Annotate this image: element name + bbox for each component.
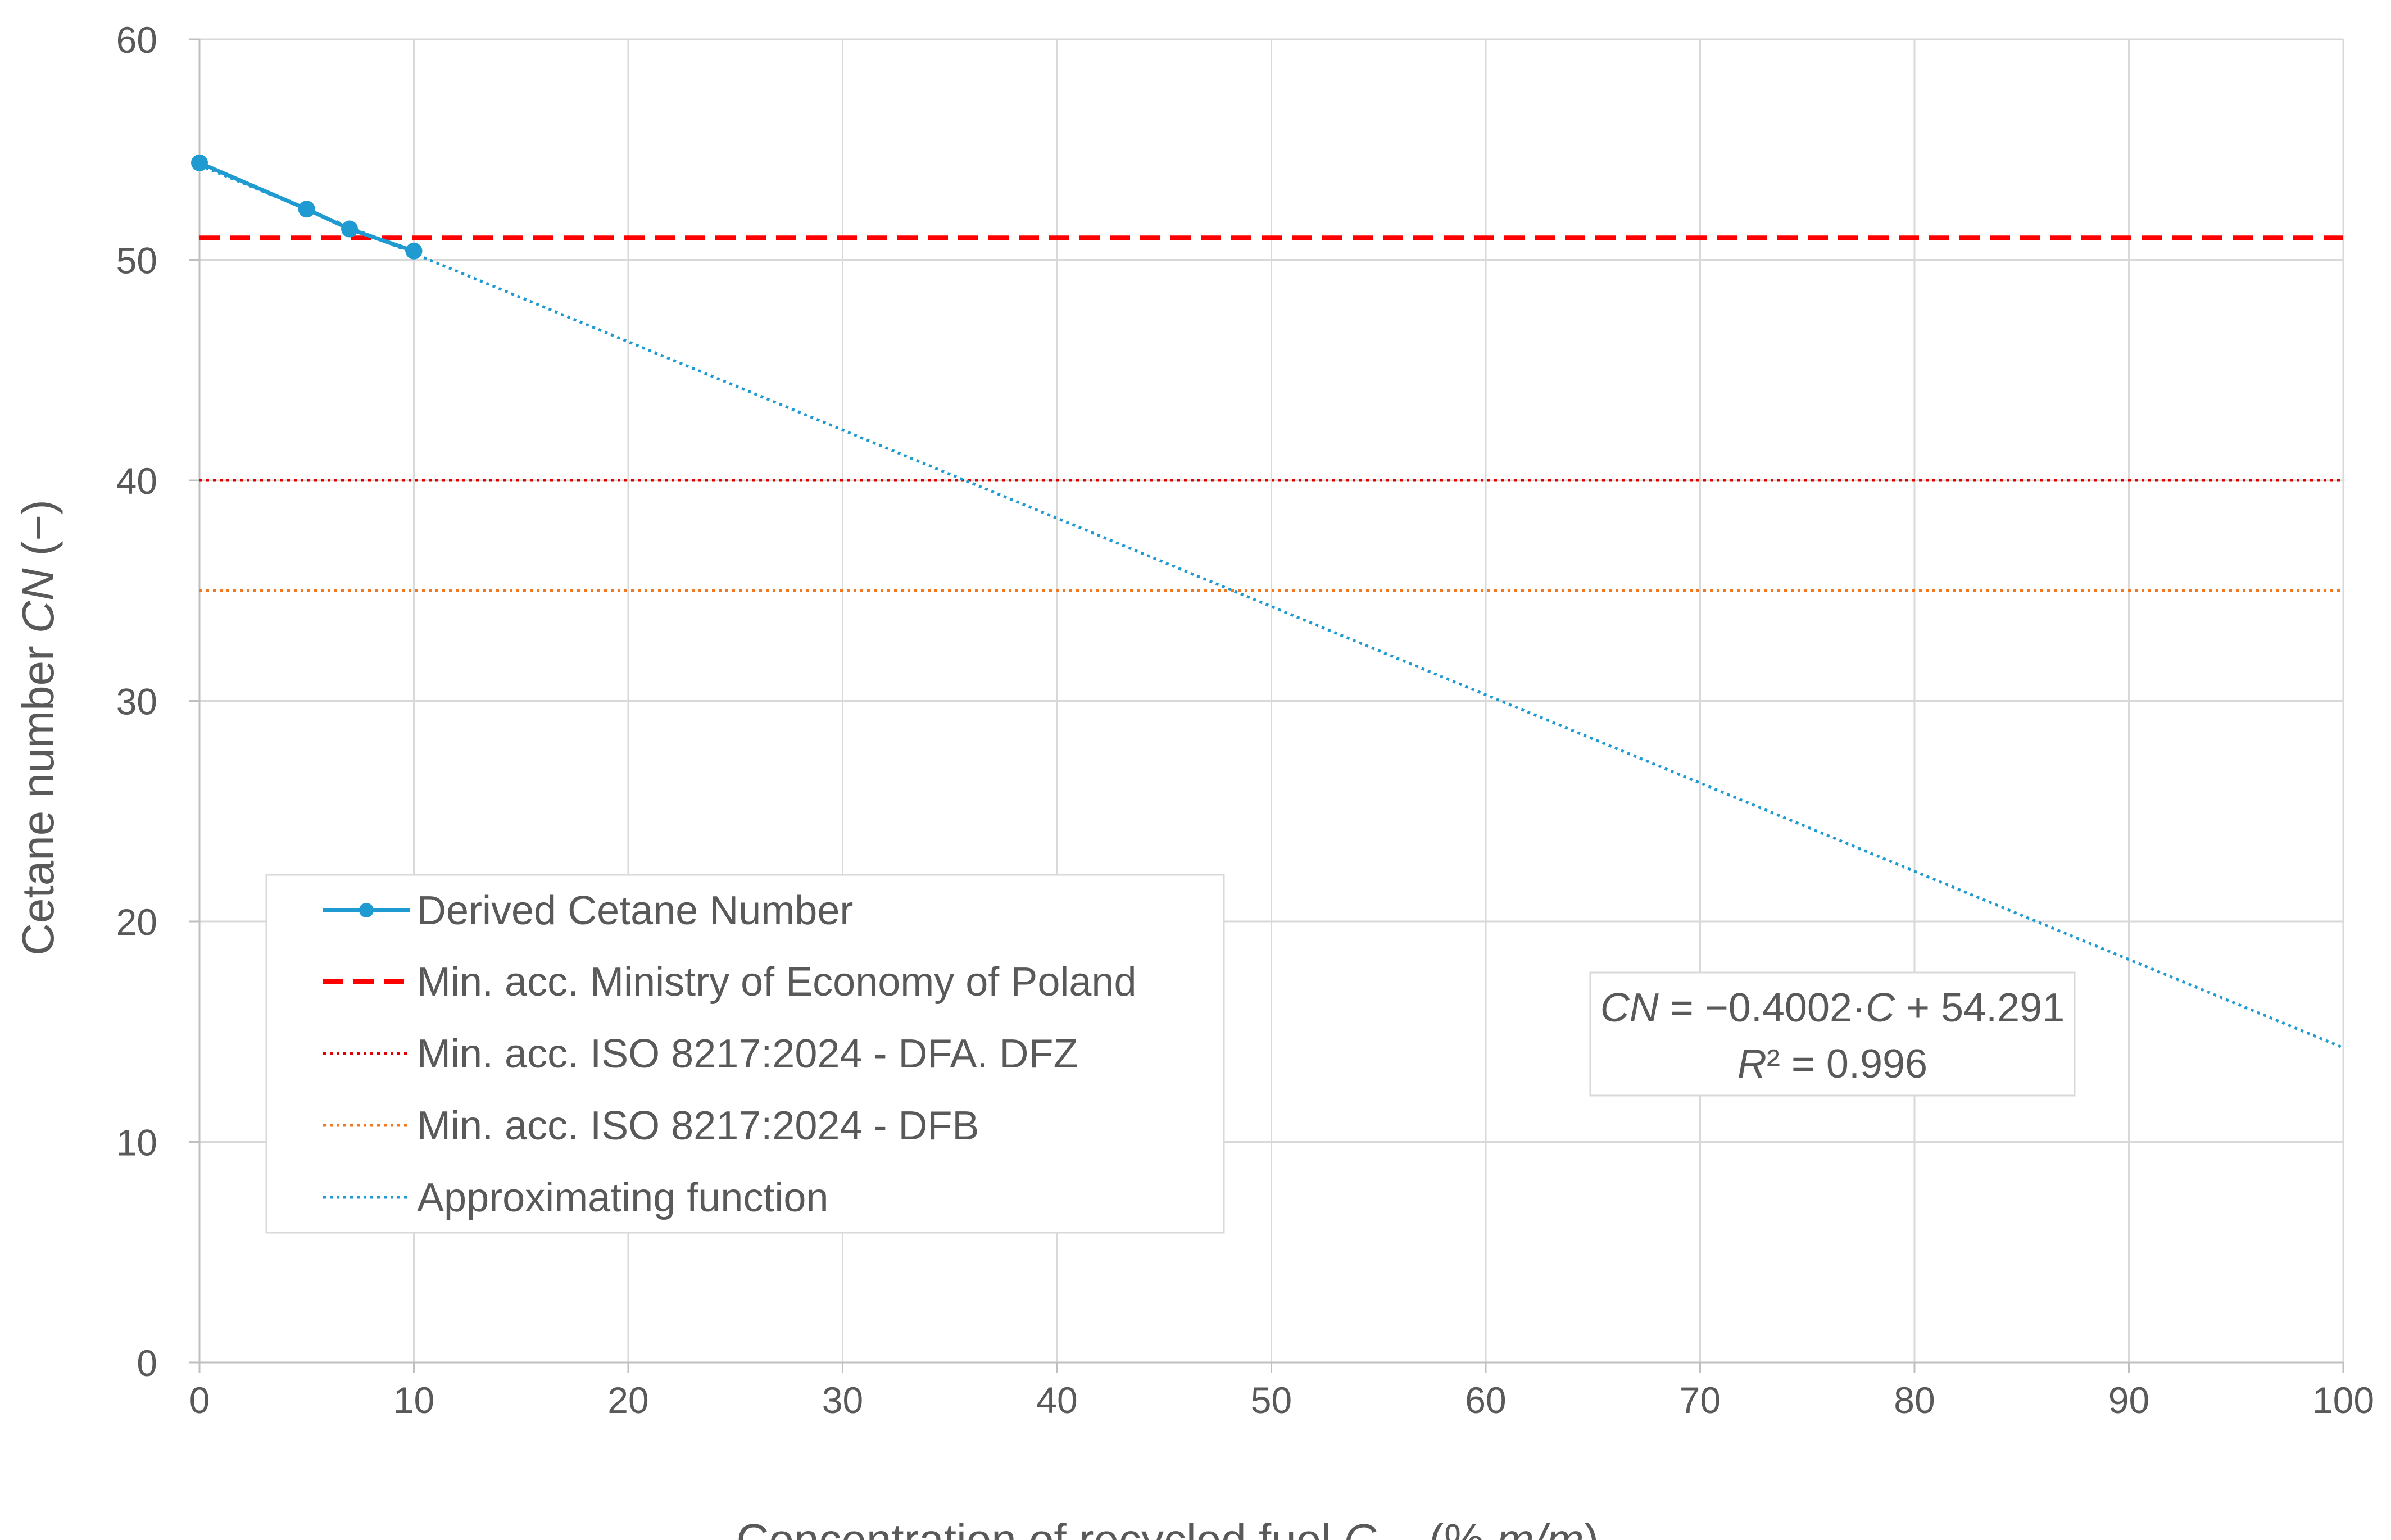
equation-box-border: [1589, 971, 2076, 1097]
x-tick-label: 50: [1251, 1379, 1292, 1421]
legend-box: [265, 874, 1225, 1234]
legend-item-derived: Derived Cetane Number: [323, 888, 853, 933]
legend-item-iso-dfb: Min. acc. ISO 8217:2024 - DFB: [323, 1103, 979, 1148]
y-axis-title-var: CN: [13, 568, 63, 633]
x-tick-label: 40: [1036, 1379, 1077, 1421]
legend-item-iso-dfa: Min. acc. ISO 8217:2024 - DFA. DFZ: [323, 1032, 1078, 1076]
equation-box: CN = −0.4002·C + 54.291 R² = 0.996: [1589, 971, 2076, 1097]
legend-label-iso-dfb: Min. acc. ISO 8217:2024 - DFB: [417, 1103, 979, 1148]
legend-item-ministry: Min. acc. Ministry of Economy of Poland: [323, 960, 1137, 1005]
x-axis-title-text: Concentration of recycled fuel: [737, 1515, 1331, 1540]
equation-var-cn: CN: [1600, 985, 1659, 1030]
equation-var-c: C: [1866, 985, 1895, 1030]
y-axis-title-text: Cetane number: [13, 633, 63, 956]
x-tick-label: 70: [1680, 1379, 1721, 1421]
x-axis-title-open: (%: [1417, 1515, 1496, 1540]
equation-mid: = −0.4002·: [1659, 985, 1866, 1030]
x-axis-title-var: C: [1344, 1515, 1377, 1540]
equation-line-1: CN = −0.4002·C + 54.291: [1600, 985, 2065, 1030]
series-layer: [191, 154, 2344, 1050]
x-axis-title-sub: RF: [1376, 1536, 1418, 1540]
y-tick-label: 10: [116, 1122, 157, 1164]
y-tick-label: 20: [116, 901, 157, 943]
x-tick-label: 80: [1894, 1379, 1935, 1421]
y-axis-title-unit: (−): [13, 499, 63, 568]
x-tick-label: 0: [189, 1379, 210, 1421]
y-tick-label: 0: [137, 1342, 157, 1384]
legend-label-iso-dfa: Min. acc. ISO 8217:2024 - DFA. DFZ: [417, 1032, 1078, 1076]
legend-marker-derived: [359, 903, 374, 917]
legend-label-derived: Derived Cetane Number: [417, 888, 853, 933]
legend-label-ministry: Min. acc. Ministry of Economy of Poland: [417, 960, 1137, 1005]
equation-var-r: R: [1737, 1042, 1767, 1087]
x-tick-label: 30: [822, 1379, 863, 1421]
x-tick-label: 100: [2312, 1379, 2374, 1421]
derived-cetane-point: [341, 220, 359, 238]
x-axis-title-unit: m/m: [1496, 1515, 1584, 1540]
axes: [189, 38, 2344, 1373]
x-axis-title-close: ): [1584, 1515, 1599, 1540]
legend-label-approx: Approximating function: [417, 1175, 828, 1220]
x-tick-label: 10: [393, 1379, 434, 1421]
y-tick-label: 30: [116, 681, 157, 723]
x-tick-label: 60: [1465, 1379, 1506, 1421]
y-axis-title: Cetane number CN (−): [13, 499, 63, 955]
legend-item-approx: Approximating function: [323, 1175, 828, 1220]
y-tick-label: 60: [116, 19, 157, 61]
legend: Derived Cetane Number Min. acc. Ministry…: [265, 874, 1225, 1234]
x-axis-title: Concentration of recycled fuel CRF (% m/…: [737, 1515, 1599, 1540]
tick-labels: 0 10 20 30 40 50 60 70 80 90 100 0 10 20 30 40 50 60: [116, 19, 2374, 1421]
y-tick-label: 40: [116, 460, 157, 502]
derived-cetane-point: [298, 201, 315, 218]
equation-r2-value: ² = 0.996: [1767, 1042, 1927, 1087]
x-tick-label: 20: [607, 1379, 648, 1421]
approximating-function-line: [199, 163, 2344, 1050]
derived-cetane-line: [198, 161, 415, 253]
y-tick-label: 50: [116, 240, 157, 281]
derived-cetane-point: [405, 242, 423, 260]
equation-line-2: R² = 0.996: [1737, 1042, 1927, 1087]
x-tick-label: 90: [2108, 1379, 2149, 1421]
derived-cetane-point: [191, 154, 208, 171]
equation-end: + 54.291: [1895, 985, 2065, 1030]
